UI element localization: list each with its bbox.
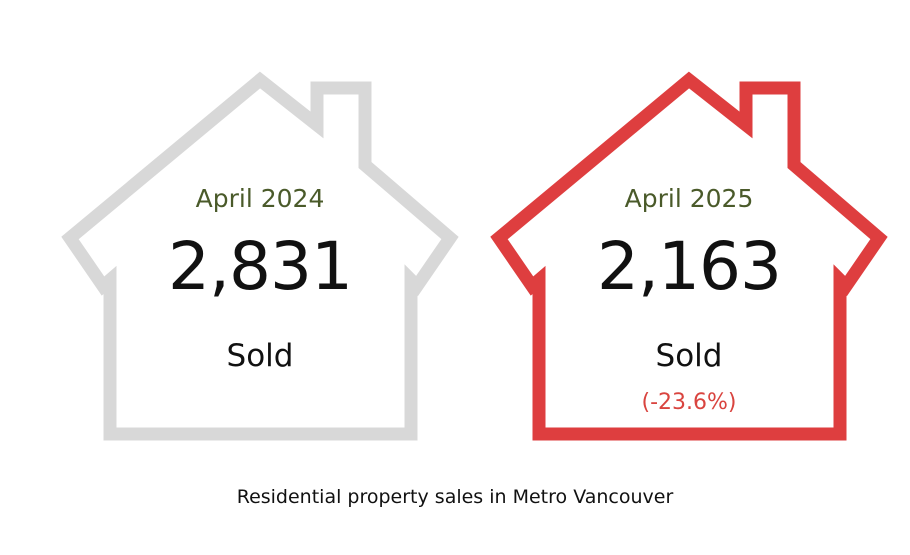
house-outline-icon xyxy=(490,71,888,441)
house-card-april-2025: April 2025 2,163 Sold (-23.6%) xyxy=(484,60,894,450)
house-card-april-2024: April 2024 2,831 Sold xyxy=(55,60,465,450)
change-percent: (-23.6%) xyxy=(641,390,737,415)
caption: Residential property sales in Metro Vanc… xyxy=(236,486,674,508)
sold-count: 2,163 xyxy=(597,228,782,305)
sold-label: Sold xyxy=(655,338,723,374)
period-label: April 2024 xyxy=(195,184,325,213)
sold-label: Sold xyxy=(226,338,294,374)
house-outline-icon xyxy=(61,71,459,441)
period-label: April 2025 xyxy=(624,184,754,213)
sold-count: 2,831 xyxy=(168,228,353,305)
